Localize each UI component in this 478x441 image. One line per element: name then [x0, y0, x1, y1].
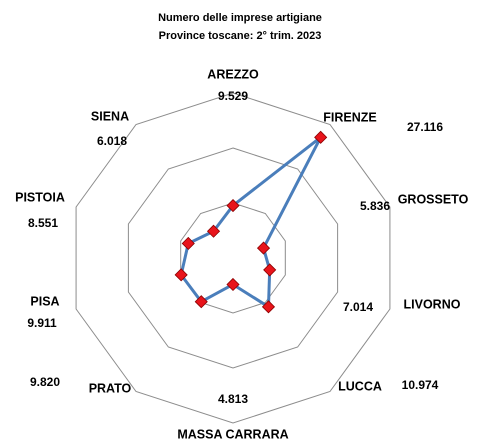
chart-subtitle: Province toscane: 2° trim. 2023: [159, 30, 322, 42]
marker: [261, 300, 276, 314]
axis-label: PISA: [30, 294, 59, 308]
value-label: 9.820: [30, 375, 60, 389]
value-label: 8.551: [28, 216, 58, 230]
grid-ring: [180, 202, 286, 314]
value-label: 27.116: [407, 120, 443, 134]
axis-label: GROSSETO: [398, 192, 469, 206]
marker: [181, 236, 195, 251]
marker: [194, 295, 208, 309]
marker: [226, 199, 240, 213]
chart-title: Numero delle imprese artigiane: [158, 12, 322, 24]
axis-label: MASSA CARRARA: [177, 427, 288, 441]
value-label: 9.529: [218, 89, 248, 103]
marker: [263, 263, 277, 277]
axis-label: AREZZO: [207, 67, 259, 81]
grid-ring: [127, 147, 339, 369]
axis-label: SIENA: [91, 109, 129, 123]
marker: [174, 268, 188, 282]
marker: [206, 224, 221, 238]
series-line: [179, 135, 323, 309]
marker: [314, 130, 328, 144]
axis-label: LIVORNO: [404, 297, 461, 311]
axis-label: PISTOIA: [15, 190, 65, 204]
axis-label: PRATO: [89, 381, 132, 395]
marker: [256, 241, 271, 255]
axis-label: FIRENZE: [323, 110, 376, 124]
value-label: 10.974: [402, 378, 439, 392]
value-label: 9.911: [27, 316, 57, 330]
axis-label: LUCCA: [338, 379, 382, 393]
value-label: 6.018: [97, 134, 127, 148]
value-label: 7.014: [343, 300, 373, 314]
grid-ring: [75, 92, 391, 424]
value-label: 5.836: [360, 199, 390, 213]
marker: [226, 277, 240, 292]
value-label: 4.813: [218, 392, 248, 406]
